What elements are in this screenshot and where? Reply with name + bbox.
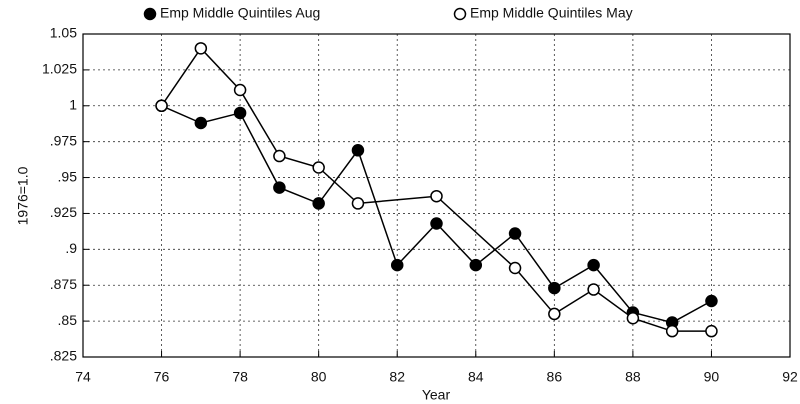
legend-label: Emp Middle Quintiles Aug [160, 5, 320, 21]
x-tick-label: 78 [232, 369, 248, 385]
data-point [312, 197, 325, 210]
data-point [233, 106, 247, 120]
data-point [626, 311, 640, 325]
data-point [312, 161, 325, 174]
x-tick-label: 88 [625, 369, 641, 385]
data-point [233, 83, 247, 97]
plot-frame [82, 33, 791, 358]
y-tick-label: 1.025 [42, 61, 77, 77]
data-point [351, 144, 365, 157]
legend-label: Emp Middle Quintiles May [470, 5, 633, 21]
data-point [548, 281, 561, 295]
data-point [351, 197, 365, 210]
y-tick-label: .9 [65, 240, 77, 256]
x-tick-label: 80 [311, 369, 327, 385]
legend-marker [453, 7, 467, 21]
y-tick-label: .925 [50, 204, 77, 220]
data-point [430, 217, 443, 230]
data-point [469, 258, 483, 272]
data-point [705, 324, 718, 338]
y-tick-label: .975 [50, 132, 77, 148]
y-tick-label: .85 [58, 312, 78, 328]
x-tick-label: 74 [75, 369, 91, 385]
x-tick-label: 92 [782, 369, 798, 385]
x-tick-label: 90 [704, 369, 720, 385]
x-tick-label: 82 [389, 369, 405, 385]
y-tick-label: .875 [50, 276, 77, 292]
data-point [273, 181, 286, 194]
y-tick-label: .825 [50, 348, 77, 364]
data-point [587, 258, 600, 272]
x-tick-label: 86 [547, 369, 563, 385]
data-point [508, 227, 522, 240]
x-tick-label: 84 [468, 369, 484, 385]
data-point [155, 99, 168, 113]
series-line [161, 105, 712, 324]
x-axis-label: Year [422, 387, 451, 403]
data-point [194, 42, 208, 55]
data-point [665, 324, 679, 338]
data-point [587, 283, 600, 296]
legend-marker [143, 7, 157, 21]
y-tick-label: 1 [69, 96, 77, 112]
data-point [548, 307, 561, 321]
data-point [194, 116, 208, 130]
data-point [508, 261, 522, 275]
x-tick-label: 76 [154, 369, 170, 385]
y-axis-label: 1976=1.0 [15, 166, 31, 225]
data-point [273, 149, 286, 163]
data-point [390, 258, 404, 272]
data-point [705, 294, 718, 308]
y-tick-label: .95 [58, 168, 78, 184]
data-point [430, 189, 443, 203]
y-tick-label: 1.05 [50, 25, 77, 41]
